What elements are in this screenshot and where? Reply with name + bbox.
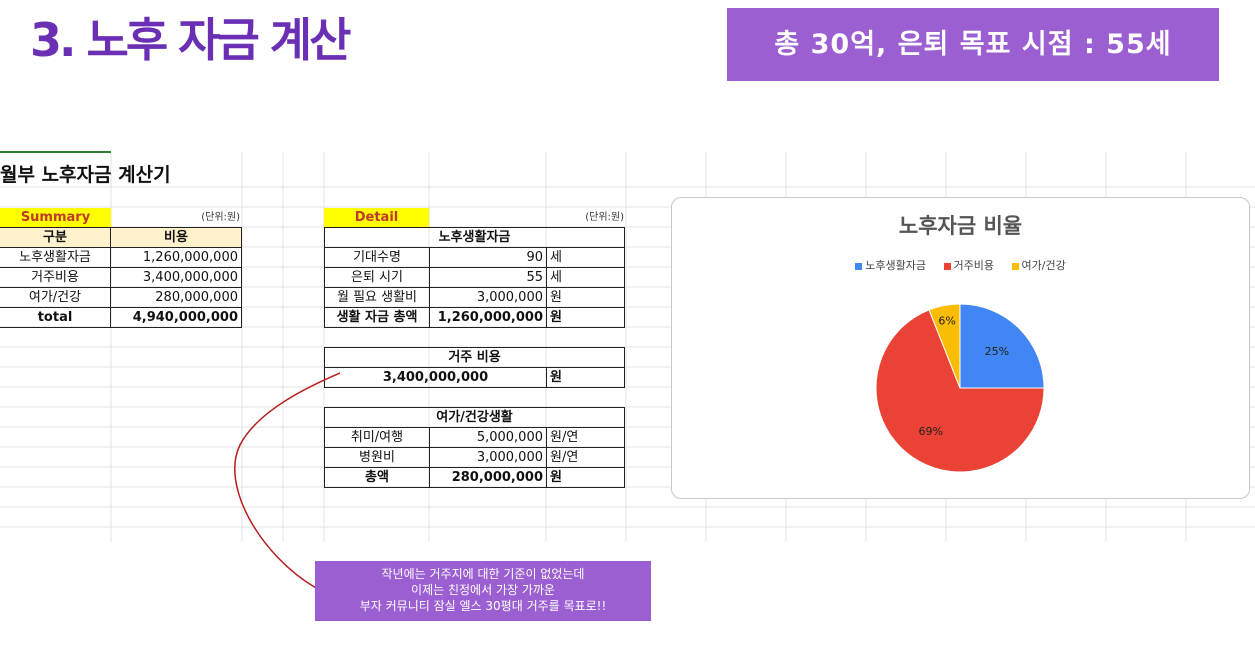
living-row-unit[interactable]: 원 <box>546 287 625 308</box>
living-row-name[interactable]: 기대수명 <box>324 247 430 268</box>
pie-data-label: 69% <box>919 425 943 438</box>
detail-unit[interactable]: (단위:원) <box>585 212 624 223</box>
goal-banner: 총 30억, 은퇴 목표 시점 : 55세 <box>727 8 1219 81</box>
legend-swatch <box>943 262 951 270</box>
pie-data-label: 25% <box>985 345 1009 358</box>
leisure-cost-table: 여가/건강생활 취미/여행 5,000,000 원/연 병원비 3,000,00… <box>324 407 625 488</box>
summary-row-value[interactable]: 1,260,000,000 <box>110 247 242 268</box>
living-cost-table: 노후생활자금 기대수명 90 세 은퇴 시기 55 세 월 필요 생활비 3,0… <box>324 227 625 328</box>
living-row-value[interactable]: 3,000,000 <box>429 287 547 308</box>
leisure-row-unit[interactable]: 원/연 <box>546 447 625 468</box>
chart-title: 노후자금 비율 <box>898 214 1023 238</box>
pie-data-label: 6% <box>938 314 955 327</box>
living-header[interactable]: 노후생활자금 <box>324 227 625 248</box>
summary-total-value[interactable]: 4,940,000,000 <box>110 307 242 328</box>
summary-row-value[interactable]: 280,000,000 <box>110 287 242 308</box>
summary-row-name[interactable]: 여가/건강 <box>0 287 111 308</box>
annotation-arrow <box>234 372 340 589</box>
living-total-value[interactable]: 1,260,000,000 <box>429 307 547 328</box>
leisure-total-unit[interactable]: 원 <box>546 467 625 488</box>
legend-swatch <box>1011 262 1019 270</box>
note-line: 부자 커뮤니티 잠실 엘스 30평대 거주를 목표로!! <box>359 599 607 613</box>
page-title: 3. 노후 자금 계산 <box>30 13 351 67</box>
summary-row-name[interactable]: 노후생활자금 <box>0 247 111 268</box>
housing-unit[interactable]: 원 <box>546 367 625 388</box>
detail-label[interactable]: Detail <box>324 208 429 227</box>
living-row-name[interactable]: 은퇴 시기 <box>324 267 430 288</box>
note-line: 이제는 친정에서 가장 가까운 <box>411 583 555 597</box>
selected-cell-border <box>0 151 111 153</box>
leisure-row-name[interactable]: 취미/여행 <box>324 427 430 448</box>
sheet-title: 월부 노후자금 계산기 <box>0 164 171 186</box>
chart-legend: 노후생활자금 거주비용 여가/건강 <box>671 257 1250 273</box>
summary-total-name[interactable]: total <box>0 307 111 328</box>
legend-label: 여가/건강 <box>1021 259 1066 272</box>
summary-row-value[interactable]: 3,400,000,000 <box>110 267 242 288</box>
summary-table: 구분 비용 노후생활자금 1,260,000,000 거주비용 3,400,00… <box>0 227 242 328</box>
pie-slice-housing[interactable] <box>875 309 1045 473</box>
living-row-unit[interactable]: 세 <box>546 267 625 288</box>
annotation-note: 작년에는 거주지에 대한 기준이 없었는데 이제는 친정에서 가장 가까운 부자… <box>315 561 651 621</box>
living-row-value[interactable]: 55 <box>429 267 547 288</box>
summary-row-name[interactable]: 거주비용 <box>0 267 111 288</box>
leisure-row-name[interactable]: 병원비 <box>324 447 430 468</box>
legend-item: 노후생활자금 <box>855 259 926 272</box>
leisure-row-value[interactable]: 5,000,000 <box>429 427 547 448</box>
summary-header-cost[interactable]: 비용 <box>110 227 242 248</box>
housing-value[interactable]: 3,400,000,000 <box>324 367 547 388</box>
summary-header-category[interactable]: 구분 <box>0 227 111 248</box>
summary-unit[interactable]: (단위:원) <box>201 212 240 223</box>
living-total-unit[interactable]: 원 <box>546 307 625 328</box>
legend-item: 여가/건강 <box>1011 259 1066 272</box>
note-line: 작년에는 거주지에 대한 기준이 없었는데 <box>381 567 585 581</box>
housing-header[interactable]: 거주 비용 <box>324 347 625 368</box>
leisure-header[interactable]: 여가/건강생활 <box>324 407 625 428</box>
leisure-total-name[interactable]: 총액 <box>324 467 430 488</box>
legend-swatch <box>855 262 863 270</box>
pie-slice-living[interactable] <box>959 303 1045 389</box>
summary-label[interactable]: Summary <box>0 208 111 227</box>
living-row-name[interactable]: 월 필요 생활비 <box>324 287 430 308</box>
pie-chart: 25% 69% 6% <box>875 303 1045 473</box>
legend-label: 거주비용 <box>953 259 995 272</box>
living-row-unit[interactable]: 세 <box>546 247 625 268</box>
living-total-name[interactable]: 생활 자금 총액 <box>324 307 430 328</box>
legend-label: 노후생활자금 <box>865 259 927 272</box>
pie-slice-leisure[interactable] <box>928 303 961 389</box>
living-row-value[interactable]: 90 <box>429 247 547 268</box>
leisure-total-value[interactable]: 280,000,000 <box>429 467 547 488</box>
leisure-row-value[interactable]: 3,000,000 <box>429 447 547 468</box>
leisure-row-unit[interactable]: 원/연 <box>546 427 625 448</box>
legend-item: 거주비용 <box>943 259 995 272</box>
housing-cost-table: 거주 비용 3,400,000,000 원 <box>324 347 625 388</box>
